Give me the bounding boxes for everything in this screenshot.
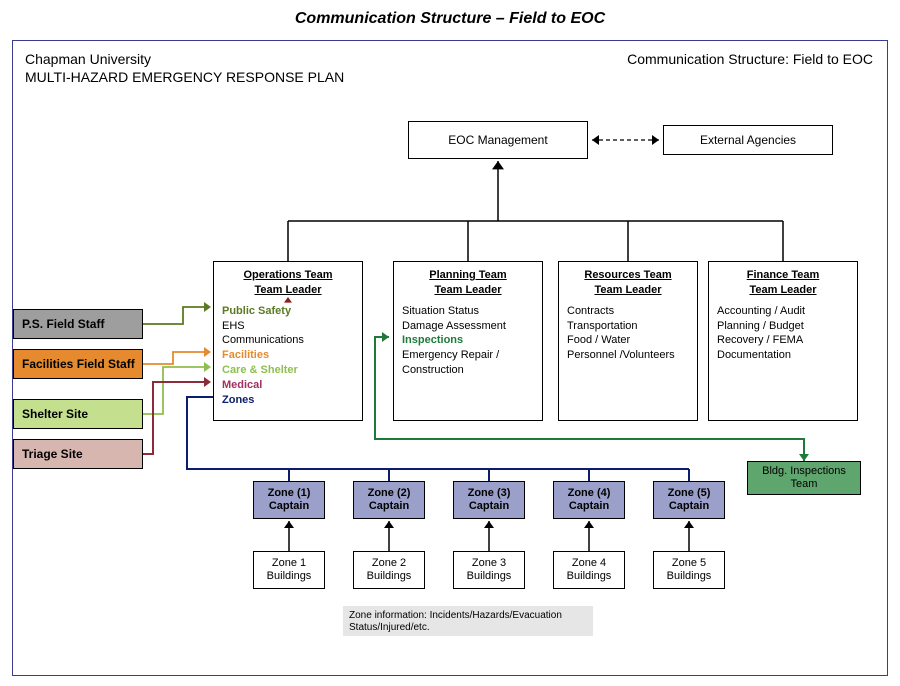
eoc-management-box: EOC Management — [408, 121, 588, 159]
team-item: Emergency Repair / Construction — [402, 348, 534, 378]
team-item: Situation Status — [402, 304, 534, 319]
header-left-line2: MULTI-HAZARD EMERGENCY RESPONSE PLAN — [25, 69, 344, 87]
bldg-inspections-team-box: Bldg. Inspections Team — [747, 461, 861, 495]
team-header: Resources TeamTeam Leader — [567, 268, 689, 298]
side-triage-site: Triage Site — [13, 439, 143, 469]
team-item: Personnel /Volunteers — [567, 348, 689, 363]
team-item: Accounting / Audit — [717, 304, 849, 319]
team-item: Care & Shelter — [222, 363, 354, 378]
team-header: Planning TeamTeam Leader — [402, 268, 534, 298]
team-item: Transportation — [567, 319, 689, 334]
zone-buildings-2: Zone 2 Buildings — [353, 551, 425, 589]
zone-buildings-3: Zone 3 Buildings — [453, 551, 525, 589]
team-header: Operations TeamTeam Leader — [222, 268, 354, 298]
side-facilities-field-staff: Facilities Field Staff — [13, 349, 143, 379]
team-header: Finance TeamTeam Leader — [717, 268, 849, 298]
side-ps-field-staff: P.S. Field Staff — [13, 309, 143, 339]
team-item: Communications — [222, 333, 354, 348]
team-item: Damage Assessment — [402, 319, 534, 334]
zone-captain-4: Zone (4) Captain — [553, 481, 625, 519]
header-left-line1: Chapman University — [25, 51, 344, 69]
team-item: Public Safety — [222, 304, 354, 319]
header-left: Chapman University MULTI-HAZARD EMERGENC… — [25, 51, 344, 86]
team-item: Recovery / FEMA — [717, 333, 849, 348]
zone-captain-1: Zone (1) Captain — [253, 481, 325, 519]
finance-team-box: Finance TeamTeam Leader Accounting / Audi… — [708, 261, 858, 421]
zone-captain-3: Zone (3) Captain — [453, 481, 525, 519]
zone-buildings-4: Zone 4 Buildings — [553, 551, 625, 589]
team-item: Food / Water — [567, 333, 689, 348]
external-agencies-box: External Agencies — [663, 125, 833, 155]
zone-captain-2: Zone (2) Captain — [353, 481, 425, 519]
team-item: EHS — [222, 319, 354, 334]
operations-team-box: Operations TeamTeam Leader Public SafetyE… — [213, 261, 363, 421]
team-item: Facilities — [222, 348, 354, 363]
side-shelter-site: Shelter Site — [13, 399, 143, 429]
zone-info-note: Zone information: Incidents/Hazards/Evac… — [343, 606, 593, 636]
team-item: Zones — [222, 393, 354, 408]
team-item: Inspections — [402, 333, 534, 348]
resources-team-box: Resources TeamTeam Leader ContractsTransp… — [558, 261, 698, 421]
team-item: Planning / Budget — [717, 319, 849, 334]
page-title: Communication Structure – Field to EOC — [0, 0, 900, 34]
team-item: Documentation — [717, 348, 849, 363]
zone-buildings-1: Zone 1 Buildings — [253, 551, 325, 589]
diagram-frame: Chapman University MULTI-HAZARD EMERGENC… — [12, 40, 888, 676]
zone-buildings-5: Zone 5 Buildings — [653, 551, 725, 589]
zone-captain-5: Zone (5) Captain — [653, 481, 725, 519]
planning-team-box: Planning TeamTeam Leader Situation Status… — [393, 261, 543, 421]
team-item: Medical — [222, 378, 354, 393]
team-item: Contracts — [567, 304, 689, 319]
header-right: Communication Structure: Field to EOC — [627, 51, 873, 67]
